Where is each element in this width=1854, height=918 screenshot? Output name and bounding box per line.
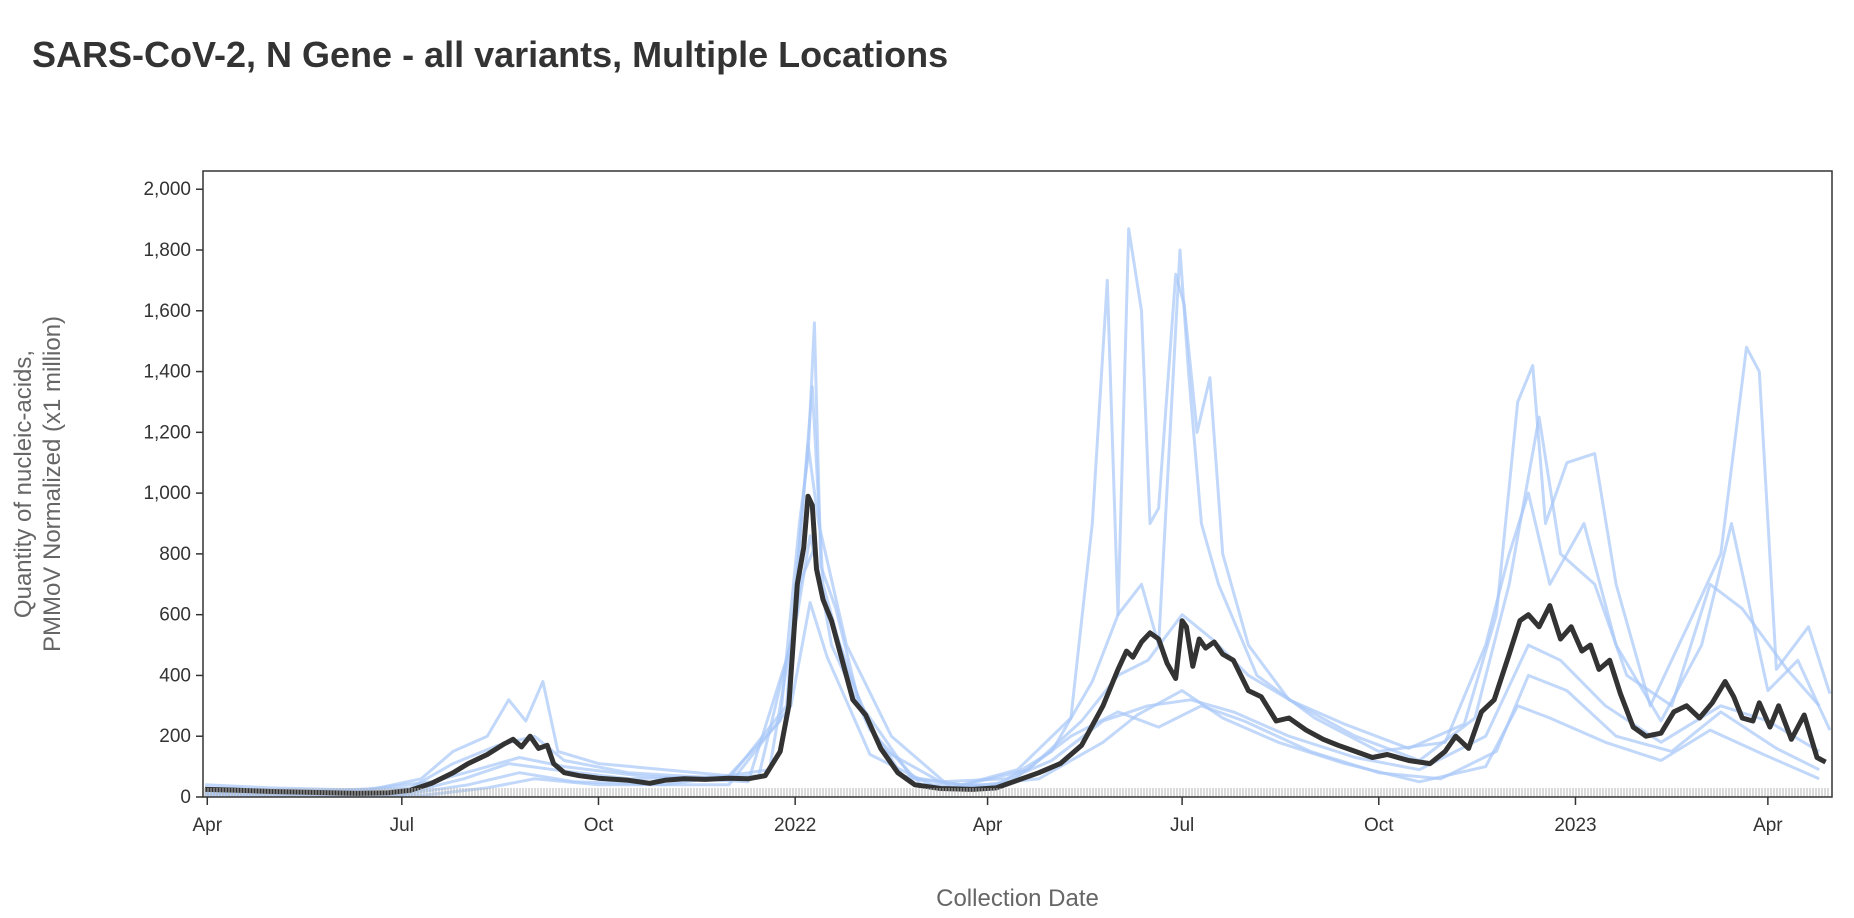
y-tick-label: 600 xyxy=(159,605,191,626)
y-tick-label: 0 xyxy=(180,787,191,808)
x-tick-label: Jul xyxy=(1170,815,1194,836)
y-tick-label: 1,600 xyxy=(143,301,191,322)
x-tick-label: Apr xyxy=(192,815,222,836)
y-tick-label: 1,000 xyxy=(143,483,191,504)
x-tick-label: 2023 xyxy=(1554,815,1596,836)
x-tick-label: Apr xyxy=(1753,815,1783,836)
series-line-mean xyxy=(205,493,1827,796)
y-axis-title-line-2: PMMoV Normalized (x1 million) xyxy=(39,316,66,652)
series-line-location-2 xyxy=(205,248,1832,793)
y-tick-label: 200 xyxy=(159,726,191,747)
y-tick-label: 1,200 xyxy=(143,422,191,443)
series-line-location-3 xyxy=(205,415,1821,794)
axes-layer: 0 200 400 600 800 1,000 1,200 1,400 1,600 1,800 2,… xyxy=(143,170,1833,836)
plot-frame xyxy=(202,170,1833,798)
x-tick-label: Oct xyxy=(584,815,614,836)
series-line-location-6 xyxy=(205,601,1820,797)
x-tick-label: 2022 xyxy=(774,815,816,836)
chart-title: SARS-CoV-2, N Gene - all variants, Multi… xyxy=(32,34,949,75)
rug-layer xyxy=(204,788,1829,797)
y-tick-label: 800 xyxy=(159,544,191,565)
series-line-location-1 xyxy=(205,227,1832,792)
sample-rug xyxy=(204,788,1829,797)
y-tick-label: 400 xyxy=(159,665,191,686)
x-tick-label: Jul xyxy=(390,815,414,836)
x-tick-label: Apr xyxy=(973,815,1003,836)
y-tick-label: 1,800 xyxy=(143,240,191,261)
x-tick-label: Oct xyxy=(1364,815,1394,836)
series-layer xyxy=(205,227,1832,797)
y-tick-label: 1,400 xyxy=(143,362,191,383)
x-axis-title: Collection Date xyxy=(936,885,1099,912)
y-axis-title-line-1: Quantity of nucleic-acids, xyxy=(10,350,37,618)
y-tick-label: 2,000 xyxy=(143,179,191,200)
